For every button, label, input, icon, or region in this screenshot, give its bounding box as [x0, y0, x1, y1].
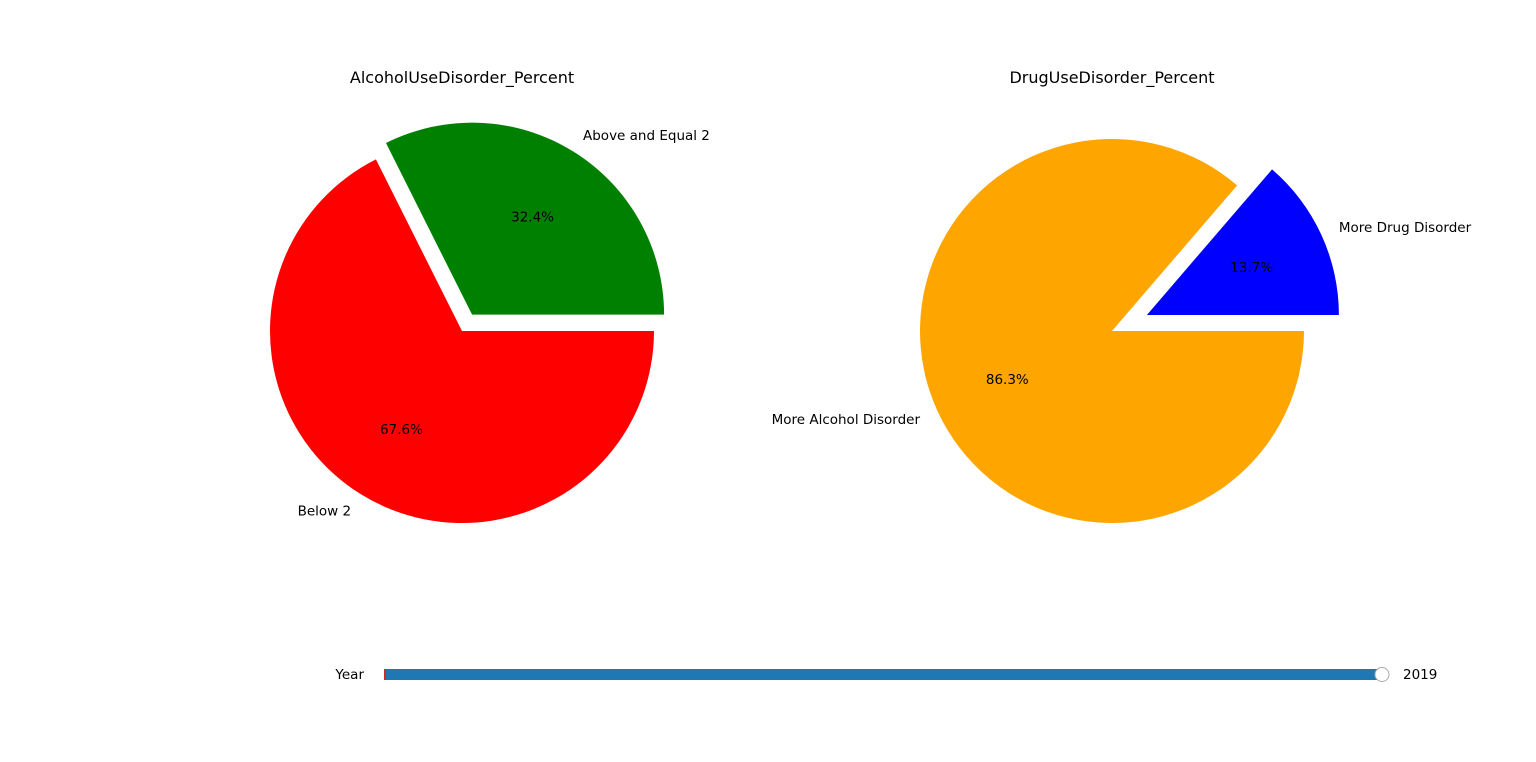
alcohol-chart-title: AlcoholUseDisorder_Percent — [350, 68, 574, 88]
year-slider-handle[interactable] — [1374, 667, 1390, 682]
year-slider-initial-marker — [384, 669, 386, 680]
pct-label-more-alcohol-disorder: 86.3% — [986, 372, 1029, 388]
year-slider-value: 2019 — [1403, 667, 1437, 683]
year-slider-label: Year — [334, 667, 364, 683]
year-slider[interactable]: Year 2019 — [334, 667, 1437, 683]
category-label-above-and-equal-2: Above and Equal 2 — [583, 128, 710, 144]
drug-pie-chart: DrugUseDisorder_Percent 13.7% More Drug D… — [772, 68, 1472, 524]
pie-slice-more-alcohol-disorder — [920, 139, 1304, 524]
year-slider-track[interactable] — [384, 669, 1382, 680]
drug-chart-title: DrugUseDisorder_Percent — [1009, 68, 1214, 88]
pie-slice-above-and-equal-2 — [385, 122, 665, 315]
pct-label-more-drug-disorder: 13.7% — [1230, 260, 1273, 276]
alcohol-pie-chart: AlcoholUseDisorder_Percent 32.4% Above an… — [269, 68, 710, 523]
category-label-more-alcohol-disorder: More Alcohol Disorder — [772, 412, 921, 428]
pie-slice-below-2 — [269, 159, 654, 523]
pct-label-above-and-equal-2: 32.4% — [511, 210, 554, 226]
pie-slice-more-drug-disorder — [1146, 169, 1339, 315]
pct-label-below-2: 67.6% — [380, 422, 423, 438]
category-label-below-2: Below 2 — [298, 504, 352, 520]
category-label-more-drug-disorder: More Drug Disorder — [1339, 220, 1472, 236]
